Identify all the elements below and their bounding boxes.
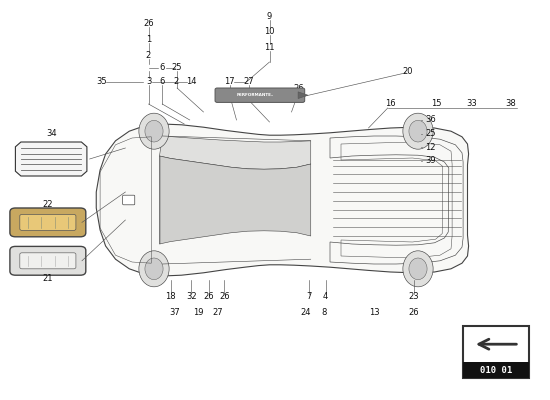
Polygon shape bbox=[96, 124, 469, 276]
Ellipse shape bbox=[403, 113, 433, 149]
Text: 6: 6 bbox=[160, 77, 165, 86]
Text: 4: 4 bbox=[323, 292, 328, 301]
Text: 9: 9 bbox=[267, 12, 272, 21]
Text: 37: 37 bbox=[169, 308, 180, 317]
Text: 12: 12 bbox=[425, 143, 436, 152]
Text: 6: 6 bbox=[160, 64, 165, 72]
Text: 19: 19 bbox=[192, 308, 204, 317]
Polygon shape bbox=[160, 136, 311, 169]
Text: 27: 27 bbox=[243, 77, 254, 86]
Text: 35: 35 bbox=[96, 77, 107, 86]
Text: 25: 25 bbox=[425, 130, 436, 138]
Text: 26: 26 bbox=[143, 20, 154, 28]
Text: 27: 27 bbox=[212, 308, 223, 317]
Text: a passion for online 1985: a passion for online 1985 bbox=[251, 211, 409, 221]
Ellipse shape bbox=[409, 120, 427, 142]
Text: 18: 18 bbox=[165, 292, 176, 301]
Text: 26: 26 bbox=[408, 308, 419, 317]
Text: 7: 7 bbox=[306, 292, 312, 301]
Ellipse shape bbox=[409, 258, 427, 280]
Text: 39: 39 bbox=[425, 156, 436, 165]
Text: 26: 26 bbox=[219, 292, 230, 301]
Polygon shape bbox=[160, 156, 311, 244]
Text: 33: 33 bbox=[466, 99, 477, 108]
FancyBboxPatch shape bbox=[20, 253, 76, 269]
Ellipse shape bbox=[145, 258, 163, 280]
Bar bbox=[463, 362, 529, 378]
Text: 2: 2 bbox=[173, 77, 179, 86]
Text: 15: 15 bbox=[431, 99, 442, 108]
Text: 36: 36 bbox=[425, 116, 436, 124]
Ellipse shape bbox=[139, 251, 169, 287]
FancyBboxPatch shape bbox=[20, 214, 76, 230]
Text: 22: 22 bbox=[42, 200, 53, 209]
FancyBboxPatch shape bbox=[123, 195, 135, 205]
Text: 32: 32 bbox=[186, 292, 197, 301]
Text: 25: 25 bbox=[172, 64, 183, 72]
Ellipse shape bbox=[403, 251, 433, 287]
Text: 2: 2 bbox=[146, 52, 151, 60]
Text: 8: 8 bbox=[322, 308, 327, 317]
Text: eurostares: eurostares bbox=[245, 166, 415, 194]
Text: 14: 14 bbox=[186, 77, 197, 86]
Text: 34: 34 bbox=[46, 129, 57, 138]
Text: 17: 17 bbox=[224, 77, 235, 86]
Text: 10: 10 bbox=[264, 28, 275, 36]
Text: 3: 3 bbox=[146, 77, 151, 86]
Text: 16: 16 bbox=[385, 99, 396, 108]
Text: PERFORMANTE₄: PERFORMANTE₄ bbox=[236, 93, 273, 97]
Ellipse shape bbox=[139, 113, 169, 149]
Text: 26: 26 bbox=[293, 84, 304, 93]
Text: 24: 24 bbox=[300, 308, 311, 317]
Text: 11: 11 bbox=[264, 44, 275, 52]
Text: 21: 21 bbox=[42, 274, 53, 283]
FancyBboxPatch shape bbox=[10, 208, 86, 237]
Text: 1: 1 bbox=[146, 36, 151, 44]
Polygon shape bbox=[298, 92, 308, 98]
Text: 13: 13 bbox=[368, 308, 379, 317]
Polygon shape bbox=[15, 142, 87, 176]
Text: 26: 26 bbox=[204, 292, 214, 301]
Text: 38: 38 bbox=[505, 99, 516, 108]
FancyBboxPatch shape bbox=[10, 246, 86, 275]
FancyBboxPatch shape bbox=[215, 88, 305, 102]
Ellipse shape bbox=[145, 120, 163, 142]
FancyBboxPatch shape bbox=[463, 326, 529, 378]
Text: 010 01: 010 01 bbox=[480, 366, 512, 375]
Text: 23: 23 bbox=[408, 292, 419, 301]
Text: 20: 20 bbox=[403, 67, 414, 76]
